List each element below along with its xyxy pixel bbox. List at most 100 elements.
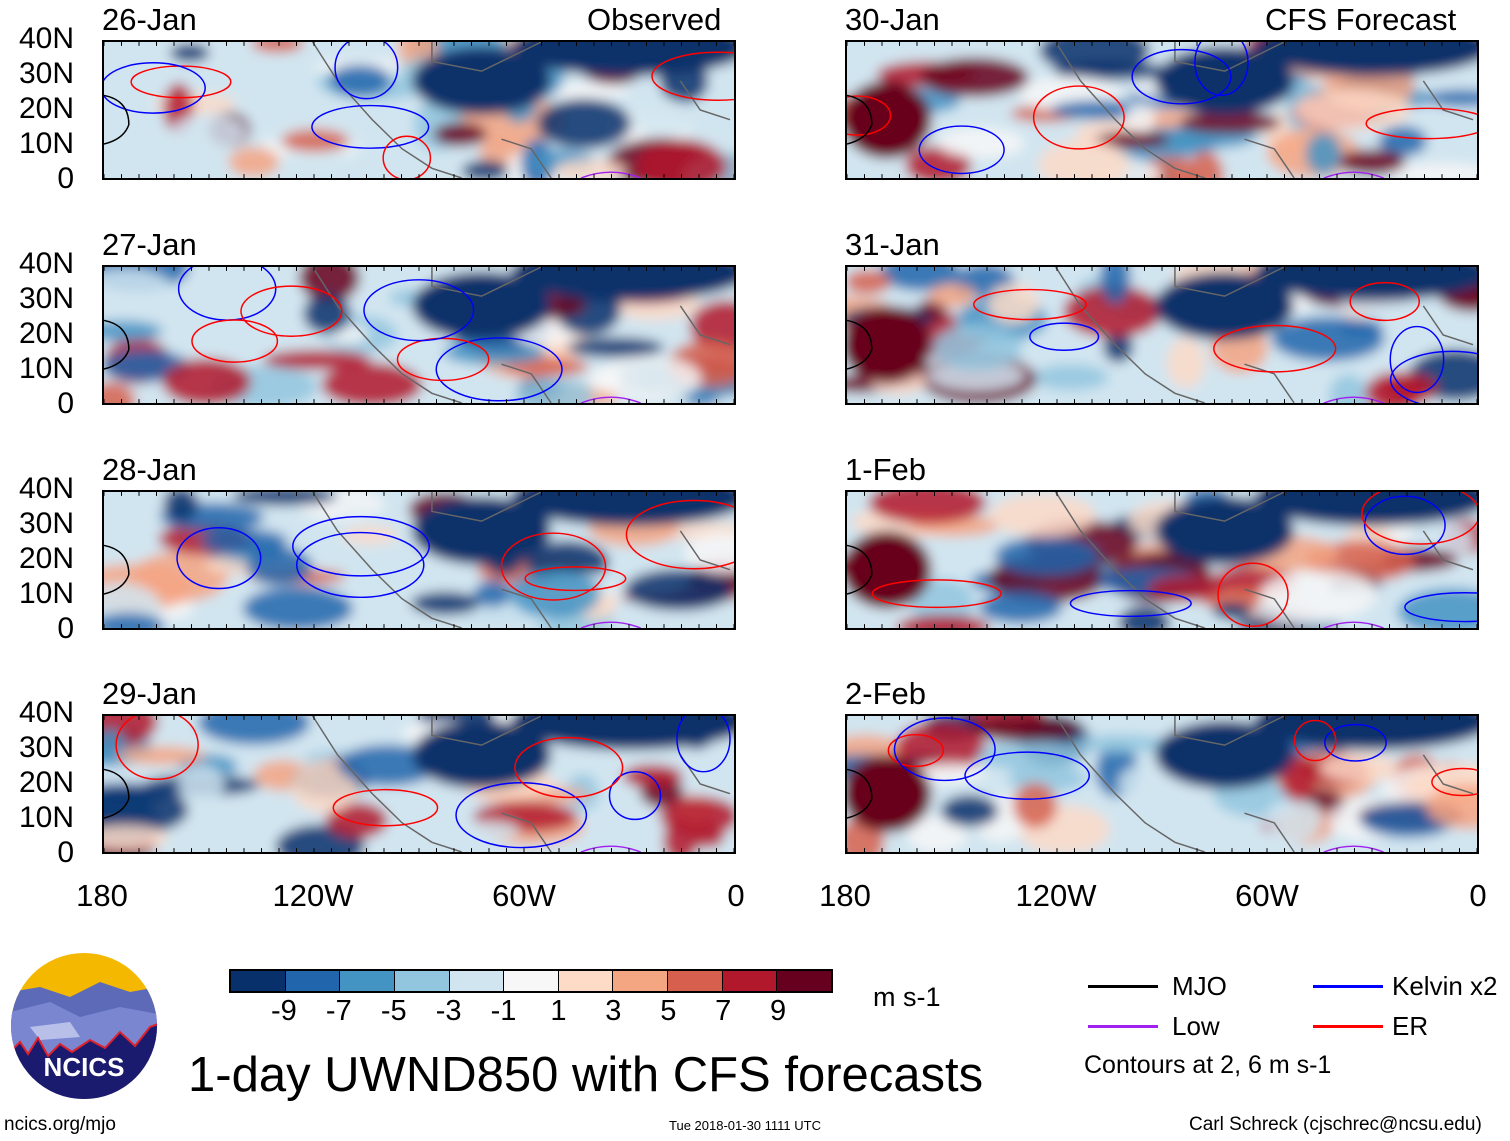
figure-title: 1-day UWND850 with CFS forecasts <box>188 1048 984 1102</box>
anomaly-blob <box>116 746 206 765</box>
anomaly-blob <box>928 283 977 308</box>
kelvin-contour <box>176 527 262 590</box>
legend-label: MJO <box>1172 971 1227 1001</box>
kelvin-contour <box>893 717 996 782</box>
kelvin-contour <box>311 104 430 149</box>
colorbar-tick-label: 9 <box>770 995 787 1027</box>
y-tick-label: 30N <box>18 57 74 90</box>
er-contour <box>524 566 627 592</box>
anomaly-blob <box>994 536 1100 576</box>
mjo-contour <box>847 94 873 145</box>
coastline <box>1055 716 1474 852</box>
low-contour <box>580 845 641 852</box>
legend-label: Kelvin x2 <box>1392 971 1498 1001</box>
x-tick-label: 180 <box>819 878 871 913</box>
er-contour <box>1361 492 1477 545</box>
anomaly-blob <box>251 42 304 53</box>
anomaly-blob <box>342 525 398 545</box>
anomaly-blob <box>622 764 683 788</box>
colorbar-tick-label: -7 <box>325 995 352 1027</box>
anomaly-blob <box>338 560 414 597</box>
coastline <box>312 267 731 403</box>
colorbar-swatch <box>722 971 778 991</box>
y-tick-label: 0 <box>57 612 74 645</box>
anomaly-blob <box>896 614 991 628</box>
anomaly-blob <box>246 547 312 586</box>
ncics-logo: NCICS <box>10 952 158 1100</box>
contours-note: Contours at 2, 6 m s-1 <box>1084 1051 1332 1079</box>
y-tick-label: 20N <box>18 766 74 799</box>
anomaly-blob <box>689 300 734 353</box>
anomaly-blob <box>242 586 353 628</box>
mjo-contour <box>104 94 130 145</box>
y-tick-label: 30N <box>18 282 74 315</box>
anomaly-blob <box>1033 364 1109 391</box>
anomaly-blob <box>299 267 360 303</box>
anomaly-blob <box>1099 267 1131 305</box>
anomaly-blob <box>937 127 1025 159</box>
map-panel <box>102 40 736 180</box>
kelvin-contour <box>292 515 430 577</box>
x-tick-label: 180 <box>76 878 128 913</box>
kelvin-contour <box>1404 591 1477 623</box>
er-contour <box>625 499 734 570</box>
anomaly-blob <box>511 42 734 76</box>
anomaly-blob <box>104 824 169 851</box>
anomaly-blob <box>1155 46 1295 115</box>
y-tick-label: 40N <box>18 247 74 280</box>
er-contour <box>887 733 944 768</box>
colorbar-tick-label: -1 <box>490 995 517 1027</box>
forecast-label: CFS Forecast <box>1265 2 1457 37</box>
map-panel <box>845 714 1479 854</box>
colorbar-swatch <box>504 971 559 991</box>
anomaly-blob <box>895 720 986 772</box>
mjo-contour <box>104 544 130 595</box>
anomaly-blob <box>461 160 509 178</box>
y-tick-label: 10N <box>18 801 74 834</box>
anomaly-blob <box>104 612 165 628</box>
anomaly-blob <box>1187 151 1224 178</box>
anomaly-blob <box>690 822 725 849</box>
er-contour <box>514 736 624 799</box>
map-panel <box>845 40 1479 180</box>
kelvin-contour <box>1194 42 1249 96</box>
anomaly-blob <box>553 159 627 178</box>
anomaly-blob <box>1338 149 1406 175</box>
anomaly-blob <box>907 816 967 852</box>
x-tick-label: 60W <box>492 878 556 913</box>
anomaly-blob <box>291 759 359 813</box>
anomaly-blob <box>1155 271 1295 340</box>
anomaly-blob <box>1294 88 1412 131</box>
anomaly-blob <box>1254 267 1477 301</box>
low-contour <box>580 171 641 178</box>
footer-url[interactable]: ncics.org/mjo <box>4 1114 116 1135</box>
anomaly-blob <box>624 569 734 611</box>
anomaly-blob <box>321 362 422 403</box>
panel-date: 1-Feb <box>845 452 926 487</box>
anomaly-blob <box>979 590 1063 624</box>
legend-label: Low <box>1172 1011 1220 1041</box>
map-panel <box>845 490 1479 630</box>
y-tick-label: 0 <box>57 387 74 420</box>
kelvin-contour <box>295 531 425 599</box>
anomaly-blob <box>1265 797 1323 843</box>
kelvin-contour <box>676 716 731 773</box>
kelvin-contour <box>435 337 563 402</box>
er-contour <box>382 135 432 178</box>
panel-date: 30-Jan <box>845 2 940 37</box>
anomaly-blob <box>412 720 552 789</box>
er-contour <box>1213 324 1337 373</box>
er-contour <box>1032 85 1125 150</box>
anomaly-blob <box>1305 132 1342 176</box>
y-tick-label: 30N <box>18 507 74 540</box>
low-contour <box>1323 396 1384 403</box>
kelvin-contour <box>1324 723 1387 762</box>
map-panel <box>102 714 736 854</box>
coastline <box>312 492 731 628</box>
legend-label: ER <box>1392 1011 1429 1041</box>
anomaly-blob <box>458 820 520 841</box>
er-contour <box>500 532 607 601</box>
kelvin-contour <box>608 771 662 821</box>
low-contour <box>1323 845 1384 852</box>
anomaly-blob <box>1179 111 1281 135</box>
